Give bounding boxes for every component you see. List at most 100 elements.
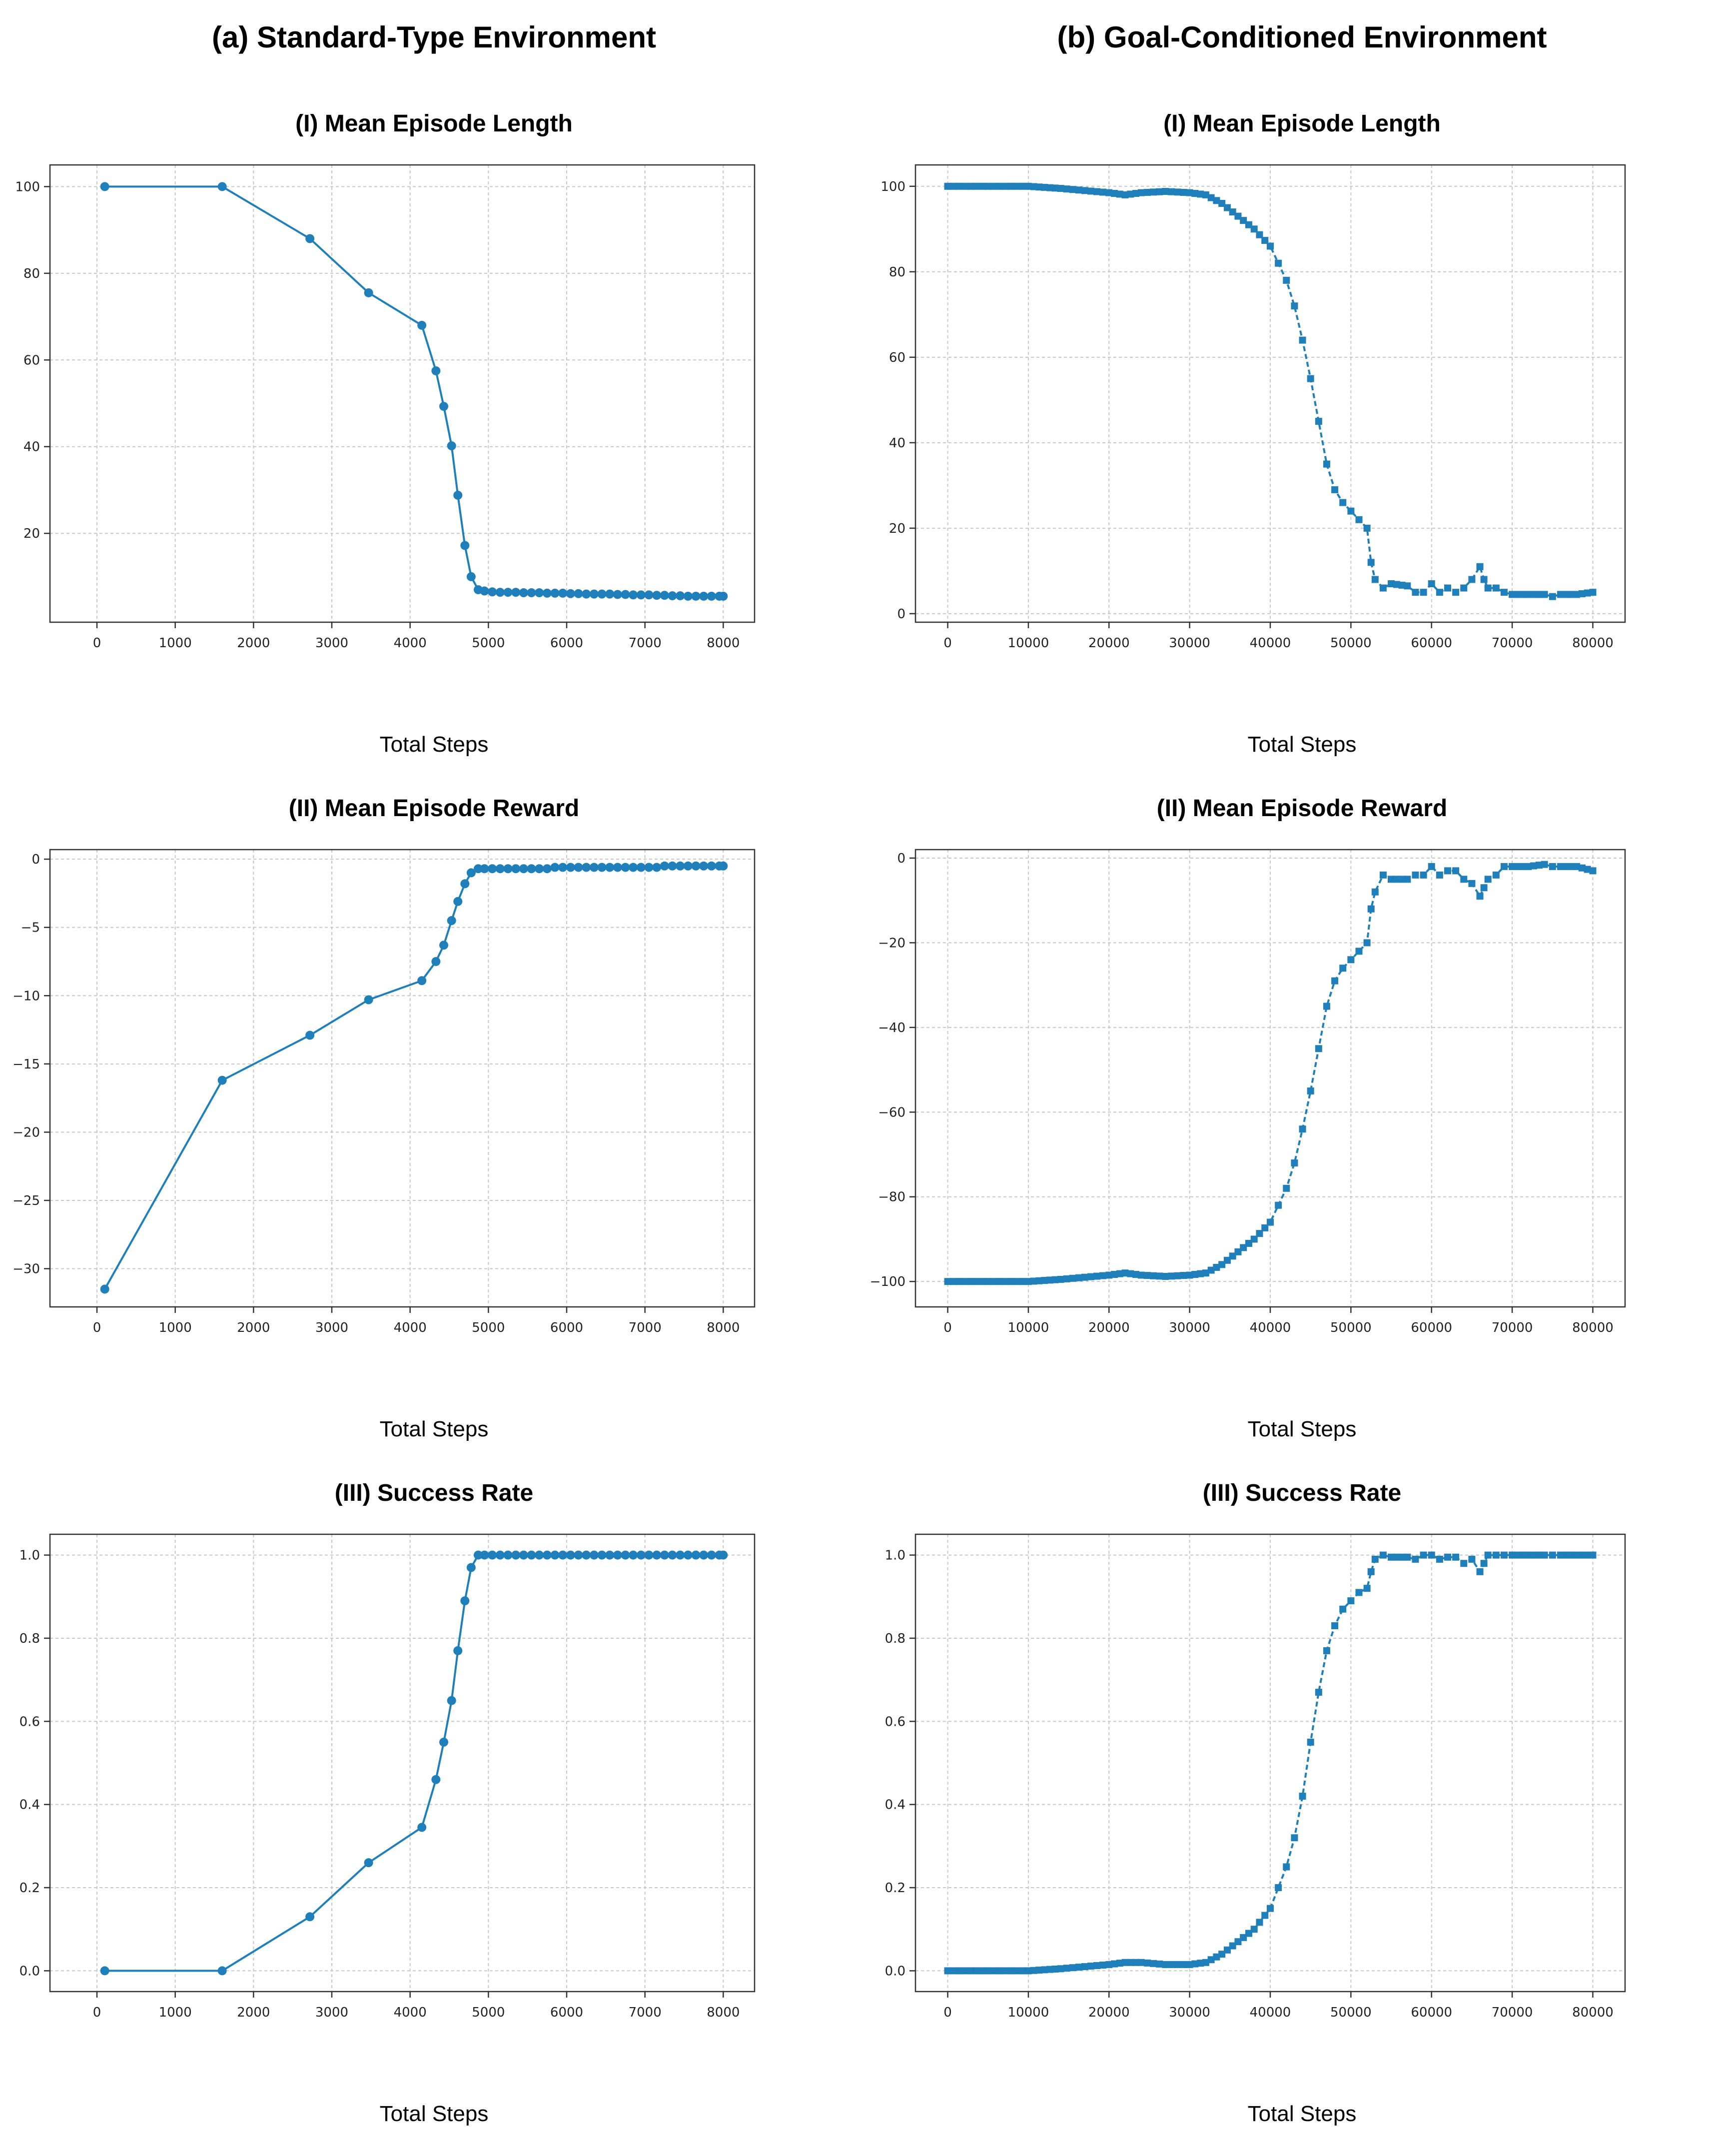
data-point [1213,1263,1220,1271]
data-point [1525,863,1532,870]
data-point [1202,1269,1209,1277]
data-point [1127,1270,1134,1277]
data-point [495,588,505,597]
data-point [439,941,449,950]
x-tick-label: 50000 [1330,2005,1372,2020]
data-point [558,588,568,598]
data-point [480,586,489,596]
data-point [460,879,470,889]
data-point [1275,259,1282,267]
data-point [719,1550,728,1560]
data-point [1250,1235,1258,1243]
data-point [629,863,638,872]
data-point [1509,863,1516,870]
data-point [1412,871,1419,879]
data-point [944,182,951,190]
y-tick-label: 100 [880,179,905,194]
data-point [217,1966,227,1976]
data-point [1261,1912,1269,1919]
data-point [1492,584,1500,592]
data-point [1111,190,1118,197]
data-point [1121,1269,1129,1277]
data-point [1379,584,1387,592]
data-point [1291,1159,1298,1166]
data-point [1127,1959,1134,1966]
data-point [1168,1272,1175,1280]
data-point [589,863,599,872]
data-point [1460,876,1468,883]
data-point [1514,591,1521,598]
data-point [1339,965,1347,972]
data-point [1132,1271,1140,1278]
data-point [1240,1244,1247,1251]
data-point [1541,1551,1548,1559]
data-point [978,1278,986,1285]
data-point [1452,1553,1460,1561]
x-tick-label: 60000 [1411,636,1452,651]
data-point [1240,1934,1247,1941]
data-point [1549,593,1556,600]
data-point [527,588,536,598]
data-point [417,320,427,330]
data-point [1509,591,1516,598]
data-point [460,1596,470,1606]
data-point [1355,516,1363,523]
y-tick-label: 80 [889,265,905,280]
data-point [629,1550,638,1560]
data-point [1323,460,1330,468]
data-point [1111,1960,1118,1968]
data-point [1063,1275,1070,1282]
data-point [1484,584,1492,592]
data-point [1307,1087,1314,1094]
x-axis-label: Total Steps [1247,1417,1357,1441]
data-point [1162,1273,1169,1280]
data-point [1057,1275,1064,1283]
data-point [1075,1274,1082,1281]
data-point [1420,871,1427,879]
data-point [719,861,728,871]
data-point [1111,1271,1118,1278]
data-point [1549,1551,1556,1559]
chart-a-length: 0 1000 2000 3000 4000 5000 6000 7000 8000 20 40 60 8… [15,164,756,651]
data-point [1223,1946,1231,1954]
x-tick-label: 60000 [1411,2005,1452,2020]
data-point [1492,871,1500,879]
y-tick-label: 60 [889,350,905,365]
data-point [1256,1230,1263,1237]
panel-title: (III) Success Rate [1202,1480,1402,1506]
data-point [503,864,513,874]
data-point [1229,1252,1236,1260]
data-point [1584,866,1591,873]
data-point [950,1278,957,1285]
data-point [1057,185,1064,192]
data-point [973,182,980,190]
data-point [1589,1551,1597,1559]
data-point [503,588,513,597]
y-tick-label: −10 [12,989,40,1004]
x-tick-label: 50000 [1330,636,1372,651]
series-line [947,863,1593,1283]
x-tick-label: 80000 [1572,2005,1614,2020]
data-point [1186,1271,1193,1279]
data-point [1355,1589,1363,1596]
y-tick-label: 40 [23,440,40,455]
data-point [1480,884,1488,892]
data-point [217,1076,227,1085]
y-tick-label: 0.4 [19,1798,40,1813]
data-point [582,863,591,872]
data-point [1530,862,1538,870]
data-point [364,1858,373,1868]
data-point [1267,1218,1274,1226]
data-point [1315,1689,1322,1696]
data-point [1081,187,1088,194]
data-point [1584,589,1591,597]
data-point [1347,956,1355,964]
data-point [978,1967,986,1975]
y-tick-label: −60 [878,1105,905,1120]
data-point [431,957,441,966]
data-point [1207,1266,1215,1274]
data-point [1347,507,1355,515]
data-point [1535,591,1543,598]
data-point [1051,184,1059,192]
data-point [574,589,583,598]
